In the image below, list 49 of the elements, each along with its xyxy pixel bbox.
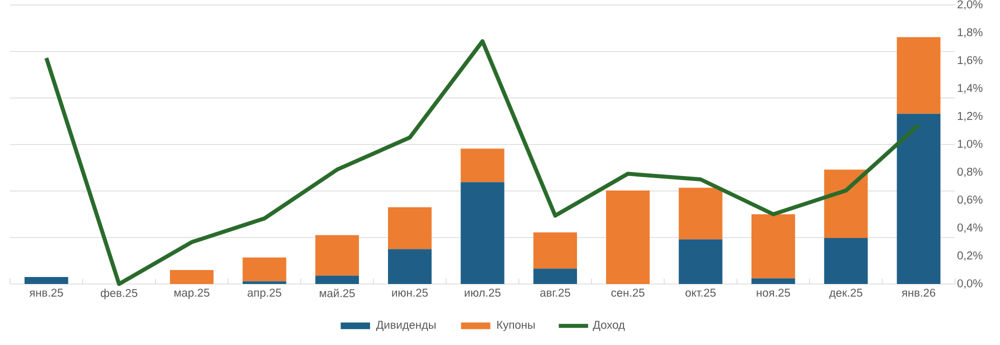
y2-tick-label: 1,8% — [958, 28, 982, 38]
bar — [460, 182, 504, 284]
y2-tick-label: 1,0% — [958, 140, 982, 150]
bar — [24, 277, 68, 284]
x-tick-label: ноя.25 — [756, 288, 790, 297]
y2-tick-label: 1,4% — [958, 84, 982, 94]
bar — [460, 148, 504, 182]
y2-tick-label: 0,6% — [957, 196, 982, 205]
y2-tick-label: 1,2% — [958, 112, 982, 122]
line-series — [44, 39, 921, 286]
bar — [388, 249, 432, 284]
x-tick-label: янв.25 — [29, 288, 63, 297]
bar — [751, 214, 796, 278]
bar — [824, 238, 868, 284]
x-tick-label: окт.25 — [686, 288, 716, 297]
bar — [896, 114, 940, 284]
x-tick-label: фев.25 — [100, 288, 138, 300]
bar — [388, 207, 432, 250]
x-tick-label: мар.25 — [174, 288, 210, 299]
x-tick-label: сен.25 — [611, 288, 644, 297]
legend-label: Доход — [592, 320, 625, 331]
bar — [678, 188, 722, 240]
bar — [824, 170, 868, 238]
x-tick-label: июл.25 — [464, 288, 501, 297]
bar — [242, 281, 286, 284]
bar — [315, 235, 359, 276]
x-tick-label: дек.25 — [829, 288, 862, 299]
bar — [315, 276, 359, 284]
bar — [606, 190, 650, 284]
x-tick-label: апр.25 — [248, 288, 282, 299]
x-tick-label: июн.25 — [392, 288, 428, 297]
bar — [533, 268, 577, 284]
y2-tick-label: 0,0% — [957, 279, 982, 289]
x-tick-label: янв.26 — [902, 288, 936, 297]
bar — [678, 239, 722, 284]
bar — [896, 37, 940, 114]
bar — [533, 232, 577, 269]
x-tick-label: май.25 — [320, 288, 355, 298]
y2-tick-label: 0,4% — [957, 224, 982, 233]
bar — [751, 278, 796, 284]
y2-tick-label: 0,2% — [957, 251, 982, 261]
y2-tick-label: 0,8% — [957, 168, 982, 178]
legend-label: Дивиденды — [376, 320, 436, 331]
legend-label: Купоны — [497, 320, 535, 332]
y2-tick-label: 1,6% — [958, 56, 982, 66]
x-tick-label: авг.25 — [540, 288, 570, 297]
bar — [170, 270, 214, 284]
y2-tick-label: 2,0% — [958, 0, 982, 10]
bar — [242, 257, 286, 282]
